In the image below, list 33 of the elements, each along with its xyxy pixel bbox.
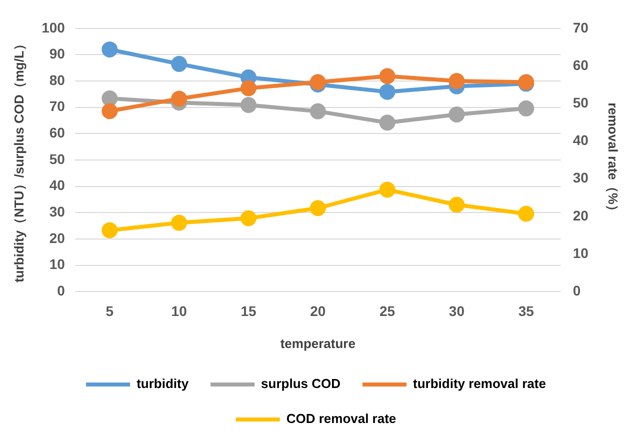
y-tick-label: 20 [49,230,66,246]
legend-label: turbidity removal rate [413,376,546,392]
y-tick-label: 80 [49,72,66,88]
y-tick-label: 90 [49,46,66,62]
x-tick-label: 35 [518,302,534,319]
x-tick-label: 15 [240,302,256,319]
y-tick-label: 60 [49,124,66,141]
y2-tick-label: 50 [572,94,589,110]
y2-tick-label: 30 [572,170,589,186]
x-tick-label: 30 [448,302,465,319]
y2-tick-label: 70 [572,19,589,36]
x-tick-label: 5 [106,302,114,319]
y-tick-label: 10 [49,256,66,272]
y2-tick-label: 10 [572,244,589,261]
x-tick-label: 10 [171,302,188,319]
x-tick-label: 25 [380,302,396,319]
y-tick-label: 0 [57,282,66,298]
legend-label: turbidity [136,376,190,392]
y-axis-title: turbidity（NTU）/surplus COD（mg/L） [11,38,26,282]
y-tick-label: 40 [49,177,66,194]
y2-tick-label: 0 [572,282,581,298]
y-tick-label: 70 [49,98,66,114]
x-tick-label: 20 [310,302,326,319]
y2-tick-label: 20 [572,207,589,224]
y2-tick-label: 60 [572,56,589,73]
y-tick-label: 100 [42,19,66,36]
x-axis-title: temperature [280,336,356,351]
y2-axis-title: removal rate（%） [606,102,621,218]
y-tick-label: 30 [49,204,66,220]
legend-label: surplus COD [261,376,341,392]
y-tick-label: 50 [49,150,66,167]
y2-tick-label: 40 [572,132,589,148]
legend-label: COD removal rate [286,411,396,426]
